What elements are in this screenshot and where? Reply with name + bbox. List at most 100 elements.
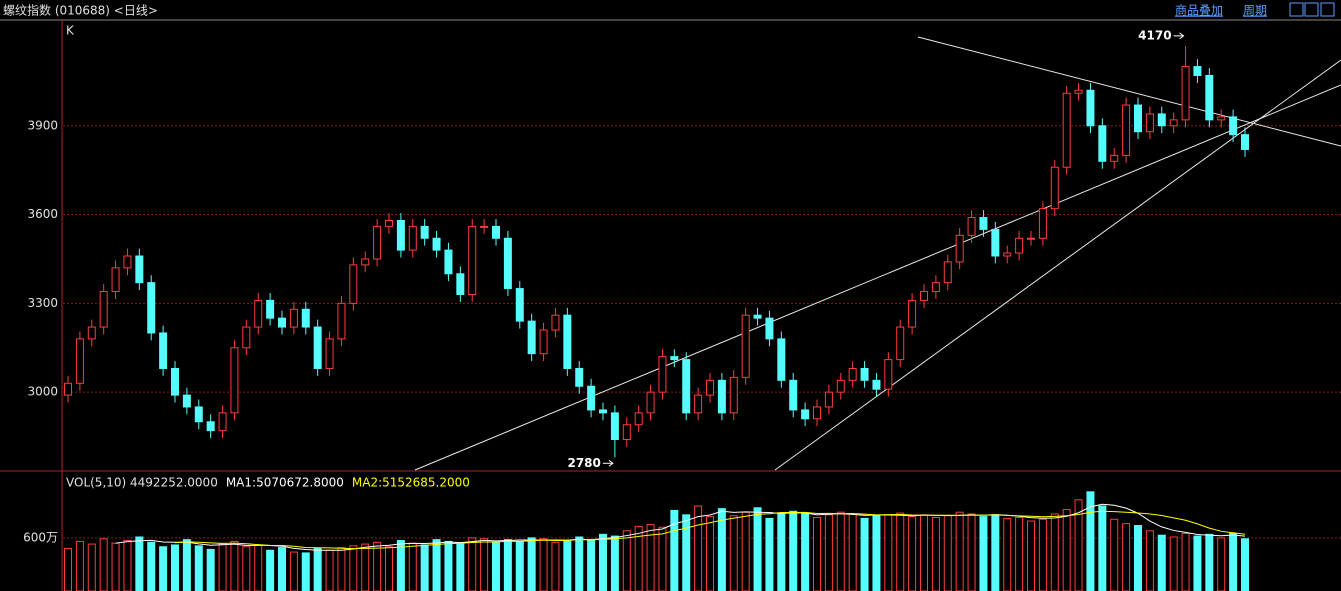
- volume-bar: [1134, 524, 1142, 591]
- volume-bar: [860, 517, 869, 591]
- candle-body: [1027, 237, 1035, 240]
- candle-body: [503, 237, 512, 290]
- candle-body: [1003, 252, 1012, 257]
- candle-body: [194, 406, 203, 423]
- candle-body: [432, 237, 441, 251]
- candle-body: [337, 302, 346, 340]
- candle-body: [539, 329, 548, 355]
- candle-body: [729, 376, 738, 414]
- candle-body: [278, 317, 286, 328]
- candle-body: [1193, 66, 1202, 76]
- candle-body: [218, 412, 227, 432]
- candle-body: [99, 291, 108, 328]
- candle-body: [1241, 134, 1249, 150]
- candle-body: [706, 379, 714, 396]
- volume-bar: [848, 513, 857, 591]
- volume-bar: [1193, 535, 1202, 591]
- candle-body: [1015, 237, 1024, 254]
- volume-bar: [123, 540, 132, 591]
- candle-body: [254, 299, 263, 328]
- candle-body: [777, 338, 786, 381]
- volume-bar: [75, 540, 84, 591]
- volume-bar: [1110, 518, 1119, 591]
- candle-body: [717, 379, 726, 414]
- candle-body: [313, 326, 322, 369]
- candle-body: [444, 249, 453, 275]
- volume-bar: [242, 546, 251, 591]
- trend-line: [774, 59, 1341, 471]
- volume-bar: [396, 540, 405, 591]
- candle-body: [622, 424, 631, 441]
- volume-bar: [266, 549, 275, 591]
- volume-bar: [527, 537, 536, 591]
- candle-body: [789, 379, 798, 411]
- trend-line: [917, 36, 1341, 147]
- volume-legend: MA2:5152685.2000: [352, 476, 470, 490]
- extreme-arrowhead: [1179, 32, 1185, 40]
- volume-bar: [373, 541, 382, 591]
- volume-bar: [408, 542, 417, 591]
- candle-body: [301, 308, 310, 328]
- candle-body: [1181, 66, 1190, 121]
- volume-bar: [1229, 532, 1238, 591]
- nav-right-button[interactable]: [1304, 2, 1319, 17]
- candle-body: [492, 225, 500, 239]
- volume-bar: [1157, 534, 1166, 591]
- candle-body: [575, 367, 584, 387]
- period-button[interactable]: 周期: [1243, 4, 1267, 18]
- volume-bar: [278, 547, 286, 591]
- panel-label: K: [66, 24, 75, 38]
- volume-bar: [789, 510, 798, 591]
- window-button[interactable]: [1320, 2, 1335, 17]
- candle-body: [1134, 104, 1142, 133]
- volume-bar: [967, 513, 976, 591]
- candle-body: [1217, 116, 1226, 121]
- candle-body: [860, 367, 869, 381]
- volume-bar: [1217, 537, 1226, 591]
- volume-bar: [301, 552, 310, 591]
- candle-body: [527, 320, 536, 355]
- volume-bar: [515, 540, 524, 591]
- candle-body: [824, 391, 833, 408]
- volume-bar: [432, 539, 441, 591]
- candle-body: [111, 267, 120, 293]
- candle-body: [1086, 89, 1095, 127]
- candle-body: [1074, 89, 1083, 94]
- candle-body: [955, 234, 964, 263]
- candle-body: [64, 382, 72, 396]
- volume-bar: [361, 543, 370, 591]
- volume-bar: [1086, 491, 1095, 591]
- volume-bar: [706, 516, 714, 591]
- candle-body: [943, 261, 952, 284]
- candle-body: [361, 258, 370, 266]
- nav-left-button[interactable]: [1289, 2, 1304, 17]
- volume-ma-line: [115, 503, 1246, 551]
- volume-bar: [1050, 513, 1059, 591]
- candle-body: [979, 217, 988, 230]
- candle-body: [182, 394, 191, 408]
- volume-bar: [1015, 517, 1024, 591]
- candle-body: [836, 379, 845, 393]
- volume-bar: [1205, 533, 1214, 591]
- volume-bar: [182, 539, 191, 591]
- volume-bar: [349, 545, 358, 591]
- candle-body: [242, 326, 251, 349]
- overlay-button[interactable]: 商品叠加: [1175, 3, 1223, 18]
- candle-body: [468, 225, 477, 295]
- candle-body: [646, 391, 655, 414]
- candle-body: [753, 314, 762, 319]
- volume-bar: [147, 541, 156, 591]
- trend-line: [414, 84, 1341, 471]
- volume-bar: [1003, 517, 1012, 591]
- volume-bar: [1062, 509, 1071, 591]
- y-tick-label: 600万: [23, 530, 58, 544]
- volume-bar: [670, 509, 679, 591]
- candle-body: [658, 356, 667, 393]
- candle-body: [456, 273, 465, 295]
- y-tick-label: 3600: [27, 207, 58, 221]
- volume-bar: [254, 544, 263, 591]
- volume-legend: VOL(5,10) 4492252.0000: [66, 476, 218, 490]
- volume-bar: [575, 536, 584, 591]
- candle-body: [147, 282, 156, 334]
